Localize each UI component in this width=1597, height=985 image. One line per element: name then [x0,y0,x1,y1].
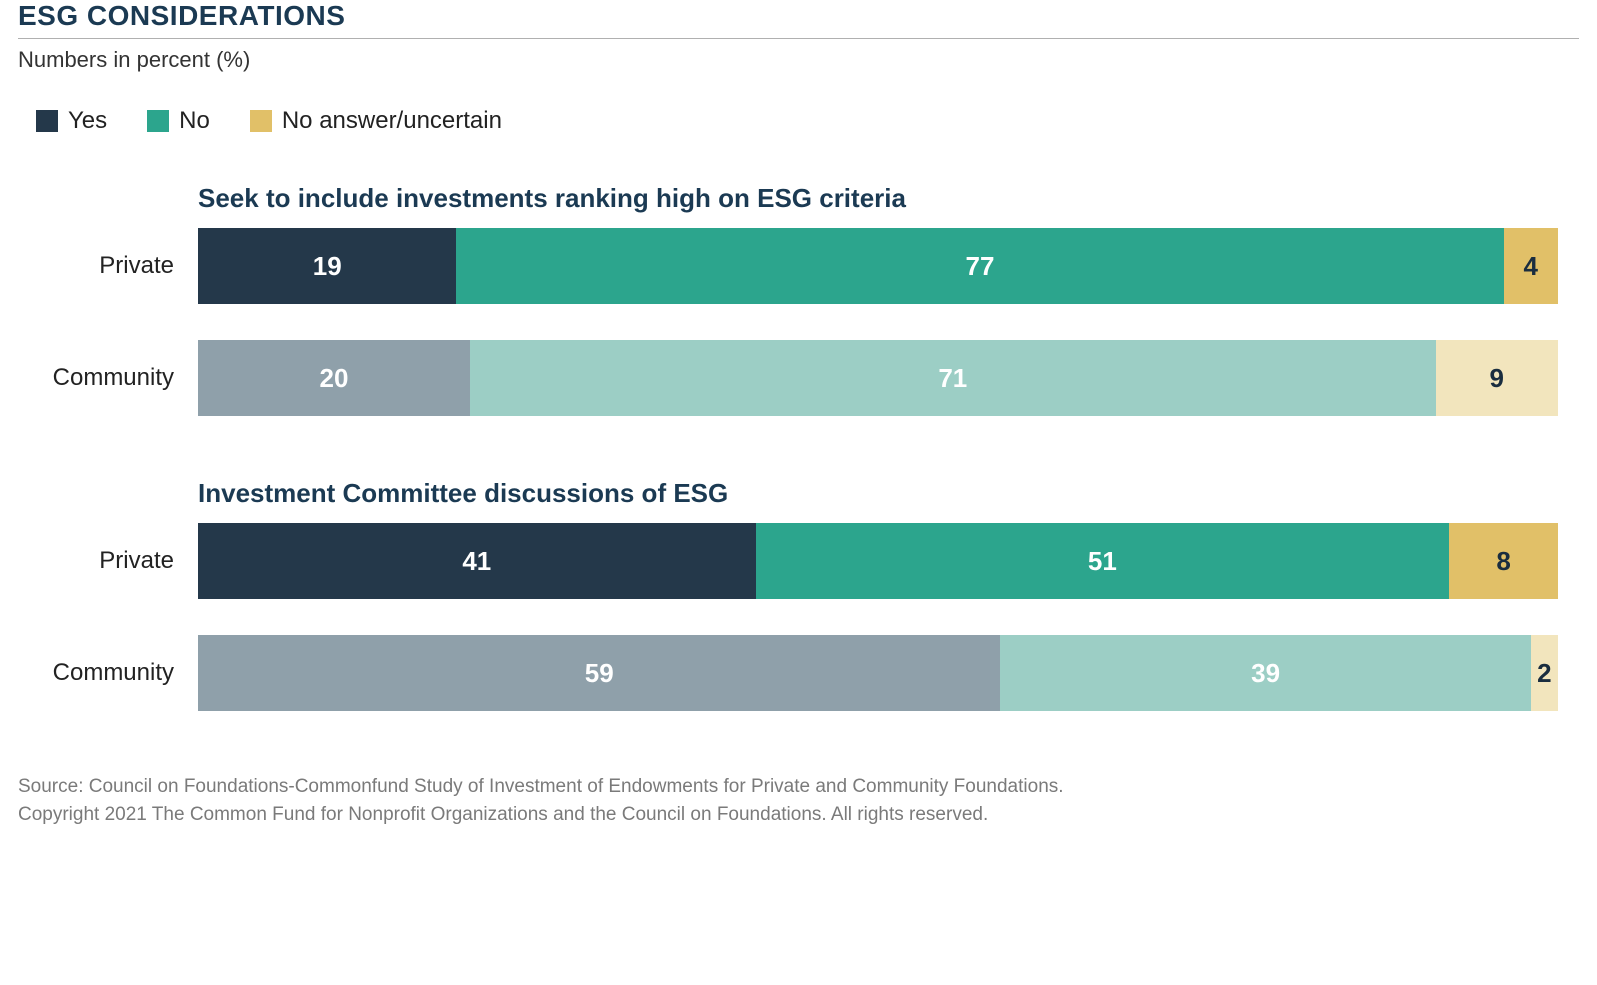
legend-swatch-no [147,110,169,132]
bar-segment: 20 [198,340,470,416]
stacked-bar: 20719 [198,340,1558,416]
bar-row: Community59392 [18,635,1579,711]
stacked-bar: 19774 [198,228,1558,304]
row-label: Private [18,547,198,575]
chart-body: Seek to include investments ranking high… [18,183,1579,711]
stacked-bar: 41518 [198,523,1558,599]
legend-label-na: No answer/uncertain [282,107,502,135]
bar-segment: 4 [1504,228,1558,304]
footer-copyright: Copyright 2021 The Common Fund for Nonpr… [18,801,1579,829]
bar-segment: 39 [1000,635,1530,711]
row-label: Private [18,252,198,280]
bar-segment: 51 [756,523,1450,599]
stacked-bar: 59392 [198,635,1558,711]
bar-segment: 9 [1436,340,1558,416]
row-label: Community [18,364,198,392]
legend-swatch-yes [36,110,58,132]
legend: Yes No No answer/uncertain [18,107,1579,135]
section-title: Seek to include investments ranking high… [198,183,1579,214]
legend-item-no: No [147,107,210,135]
bar-segment: 8 [1449,523,1558,599]
chart-section: Seek to include investments ranking high… [18,183,1579,416]
row-label: Community [18,659,198,687]
bar-segment: 59 [198,635,1000,711]
bar-segment: 41 [198,523,756,599]
section-title: Investment Committee discussions of ESG [198,478,1579,509]
chart-subtitle: Numbers in percent (%) [18,47,1579,73]
chart-footer: Source: Council on Foundations-Commonfun… [18,773,1579,828]
bar-segment: 19 [198,228,456,304]
bar-segment: 77 [456,228,1503,304]
bar-row: Community20719 [18,340,1579,416]
bar-segment: 2 [1531,635,1558,711]
bar-segment: 71 [470,340,1436,416]
chart-section: Investment Committee discussions of ESG P… [18,478,1579,711]
legend-label-yes: Yes [68,107,107,135]
chart-title: ESG CONSIDERATIONS [18,0,1579,38]
footer-source: Source: Council on Foundations-Commonfun… [18,773,1579,801]
bar-row: Private19774 [18,228,1579,304]
legend-item-na: No answer/uncertain [250,107,502,135]
bar-row: Private41518 [18,523,1579,599]
legend-label-no: No [179,107,210,135]
legend-swatch-na [250,110,272,132]
title-rule [18,38,1579,39]
legend-item-yes: Yes [36,107,107,135]
